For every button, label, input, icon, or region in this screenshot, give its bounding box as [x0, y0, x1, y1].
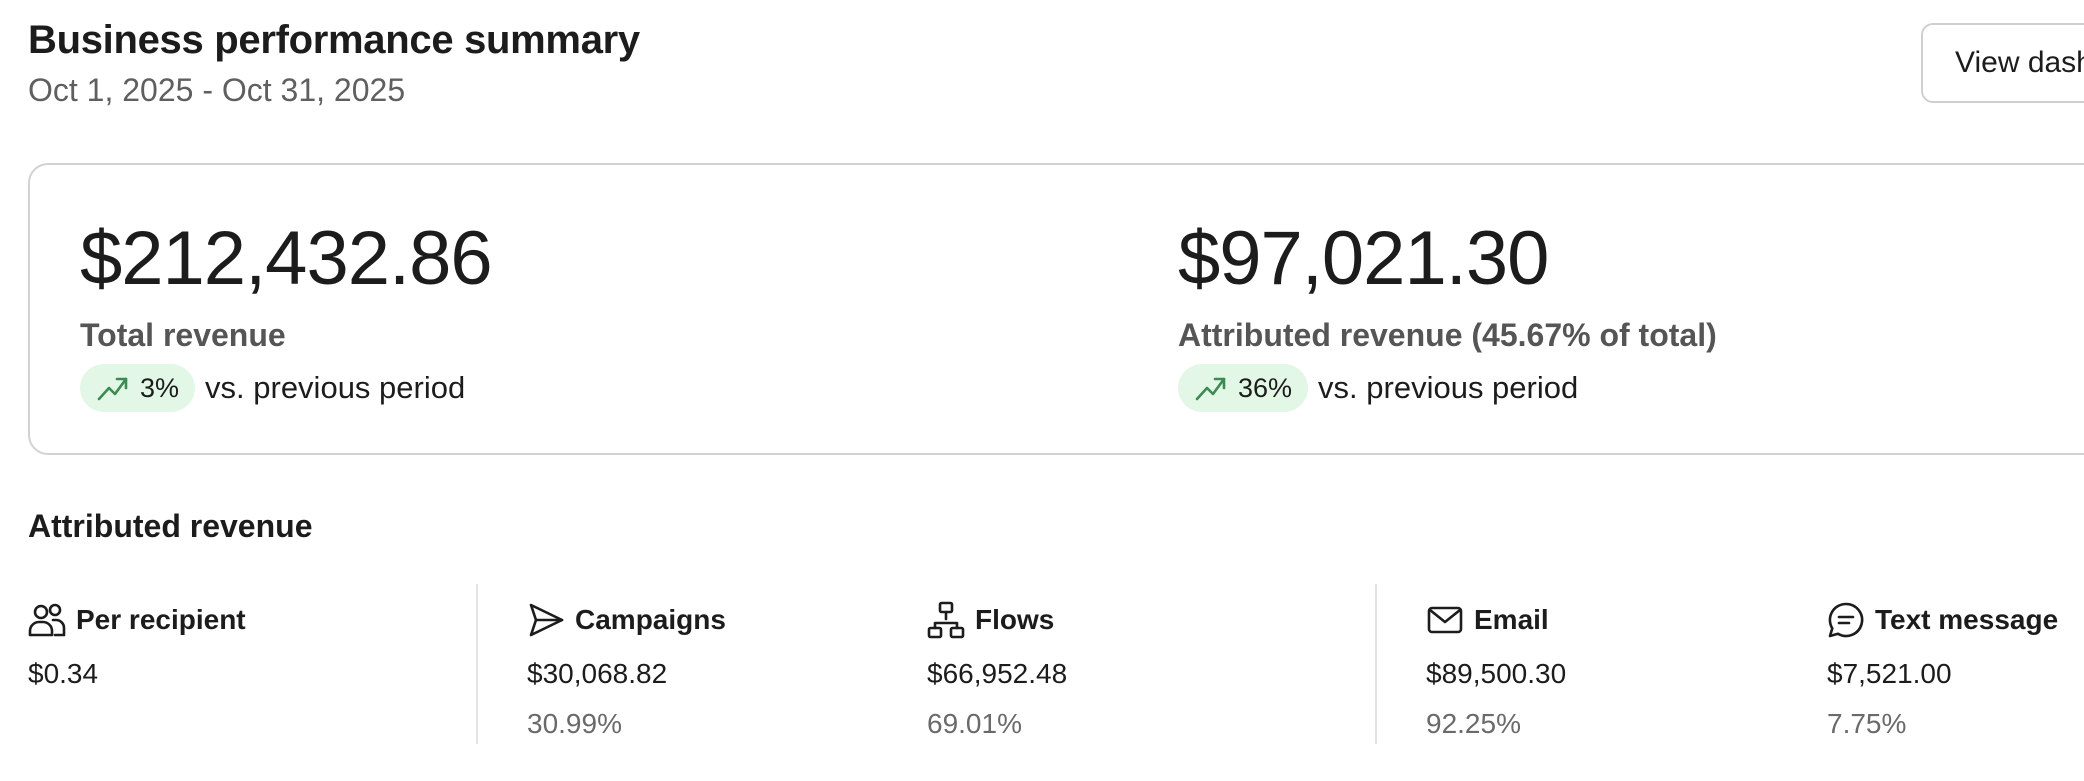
change-percent: 36% [1238, 372, 1293, 403]
attributed-revenue-value: $97,021.30 [1178, 216, 1549, 301]
attributed-revenue-metric: $97,021.30 Attributed revenue (45.67% of… [1178, 221, 1717, 412]
stat-value: $0.34 [28, 658, 99, 689]
total-revenue-change: 3% vs. previous period [80, 364, 492, 412]
stat-value: $7,521.00 [1827, 658, 1952, 689]
stat-label: Email [1474, 604, 1549, 635]
section-title-attributed-revenue: Attributed revenue [28, 508, 313, 544]
stat-per-recipient: Per recipient $0.34 [28, 600, 246, 690]
stat-percent: 7.75% [1827, 708, 1907, 739]
attributed-revenue-label: Attributed revenue (45.67% of total) [1178, 317, 1717, 353]
summary-card: $212,432.86 Total revenue 3% vs. previou… [28, 163, 2084, 455]
trending-up-icon [1195, 377, 1226, 401]
send-icon [529, 603, 564, 637]
stat-text-message: Text message $7,521.00 7.75% [1827, 600, 2058, 740]
stat-percent: 69.01% [927, 708, 1022, 739]
stat-label: Flows [975, 604, 1055, 635]
column-divider [476, 584, 478, 744]
stat-percent: 92.25% [1426, 708, 1521, 739]
change-percent: 3% [140, 372, 180, 403]
stat-campaigns: Campaigns $30,068.82 30.99% [527, 600, 726, 740]
attributed-revenue-change: 36% vs. previous period [1178, 364, 1717, 412]
stat-value: $89,500.30 [1426, 658, 1567, 689]
date-range: Oct 1, 2025 - Oct 31, 2025 [28, 72, 406, 108]
total-revenue-metric: $212,432.86 Total revenue 3% vs. previou… [80, 216, 493, 412]
trending-up-icon [97, 377, 128, 401]
stat-label: Campaigns [575, 604, 726, 635]
column-divider [1375, 584, 1377, 744]
mail-icon [1427, 606, 1463, 634]
stat-value: $30,068.82 [527, 658, 668, 689]
comparison-text: vs. previous period [205, 370, 466, 405]
users-icon [28, 603, 66, 637]
stat-flows: Flows $66,952.48 69.01% [927, 600, 1067, 740]
page-title: Business performance summary [28, 18, 640, 62]
flow-icon [927, 601, 965, 639]
change-badge: 3% [80, 364, 196, 412]
total-revenue-label: Total revenue [80, 317, 286, 353]
stat-label: Text message [1875, 604, 2059, 635]
comparison-text: vs. previous period [1318, 370, 1579, 405]
view-dashboard-button[interactable]: View dashboard [1921, 23, 2084, 103]
change-badge: 36% [1178, 364, 1309, 412]
total-revenue-value: $212,432.86 [80, 216, 493, 301]
stat-value: $66,952.48 [927, 658, 1068, 689]
stat-percent: 30.99% [527, 708, 622, 739]
stat-label: Per recipient [76, 604, 246, 635]
message-icon [1828, 602, 1864, 638]
stat-email: Email $89,500.30 92.25% [1426, 600, 1566, 740]
